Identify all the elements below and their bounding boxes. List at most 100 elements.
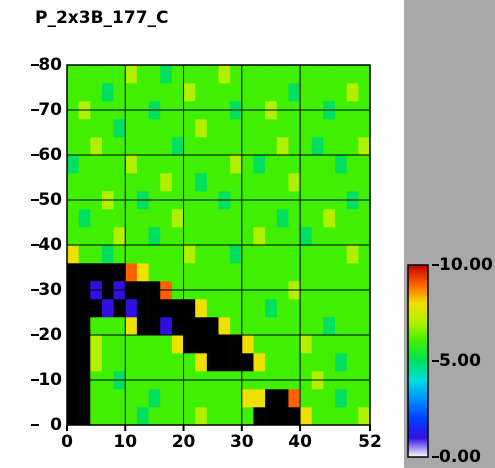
heat-cell — [160, 353, 173, 372]
heat-cell — [300, 119, 313, 138]
heat-cell — [253, 389, 266, 408]
heat-cell — [171, 137, 184, 156]
heat-cell — [323, 83, 336, 102]
heat-cell — [241, 299, 254, 318]
heat-cell — [276, 245, 289, 264]
heat-cell — [265, 353, 278, 372]
heat-cell — [136, 227, 149, 246]
heat-cell — [230, 389, 243, 408]
heat-cell — [335, 137, 347, 156]
heat-cell — [67, 65, 79, 84]
heat-cell — [101, 83, 114, 102]
heat-cell — [148, 335, 161, 354]
heat-cell — [276, 353, 289, 372]
heat-cell — [195, 407, 208, 426]
heat-cell — [90, 263, 103, 282]
heat-cell — [101, 299, 114, 318]
heat-cell — [171, 119, 184, 138]
heat-cell — [148, 83, 161, 102]
heat-cell — [230, 317, 243, 336]
heat-cell — [311, 245, 324, 264]
heat-cell — [230, 65, 243, 84]
heat-cell — [346, 353, 359, 372]
heat-cell — [253, 119, 266, 138]
heat-cell — [160, 155, 173, 174]
heat-cell — [67, 407, 79, 426]
heat-cell — [311, 155, 324, 174]
heat-cell — [311, 299, 324, 318]
heat-cell — [288, 389, 301, 408]
heat-cell — [323, 245, 336, 264]
heat-cell — [300, 65, 313, 84]
heat-cell — [241, 137, 254, 156]
heat-cell — [323, 407, 336, 426]
colorbar-tick-label: 5.00 — [439, 351, 481, 371]
heat-cell — [241, 389, 254, 408]
y-tick-label: 40 — [38, 235, 62, 255]
heat-cell — [323, 137, 336, 156]
heat-cell — [323, 263, 336, 282]
x-tick-label: 40 — [288, 432, 312, 452]
heat-cell — [253, 227, 266, 246]
heat-cell — [67, 317, 79, 336]
heat-cell — [300, 407, 313, 426]
heat-cell — [300, 263, 313, 282]
heat-cell — [218, 227, 231, 246]
heat-cell — [265, 389, 278, 408]
heat-cell — [101, 227, 114, 246]
heat-cell — [288, 119, 301, 138]
heat-cell — [218, 209, 231, 228]
heat-cell — [160, 83, 173, 102]
heat-cell — [311, 83, 324, 102]
heat-cell — [206, 245, 219, 264]
heat-cell — [78, 65, 91, 84]
heat-cell — [288, 353, 301, 372]
heat-cell — [78, 209, 91, 228]
heat-cell — [241, 317, 254, 336]
heat-cell — [125, 155, 138, 174]
heat-cell — [195, 137, 208, 156]
heat-cell — [195, 335, 208, 354]
heat-cell — [125, 119, 138, 138]
heat-cell — [101, 245, 114, 264]
heat-cell — [101, 353, 114, 372]
heat-cell — [253, 65, 266, 84]
heat-cell — [195, 227, 208, 246]
heat-cell — [230, 119, 243, 138]
heat-cell — [101, 173, 114, 192]
heat-cell — [78, 335, 91, 354]
y-tick-label: 70 — [38, 100, 62, 120]
heat-cell — [346, 317, 359, 336]
heat-cell — [323, 155, 336, 174]
heat-cell — [358, 407, 371, 426]
heat-cell — [358, 137, 371, 156]
heat-cell — [148, 407, 161, 426]
heat-cell — [230, 299, 243, 318]
colorbar-tick-label: 0.00 — [439, 447, 481, 467]
heat-cell — [125, 407, 138, 426]
heat-cell — [335, 407, 347, 426]
heat-cell — [311, 389, 324, 408]
heat-cell — [101, 335, 114, 354]
heat-cell — [90, 389, 103, 408]
heat-cell — [195, 209, 208, 228]
heat-cell — [101, 263, 114, 282]
heat-cell — [78, 353, 91, 372]
heat-cell — [311, 317, 324, 336]
heat-cell — [335, 263, 347, 282]
heat-cell — [218, 263, 231, 282]
heat-cell — [113, 137, 126, 156]
heat-cell — [136, 299, 149, 318]
heat-cell — [230, 263, 243, 282]
heat-cell — [288, 173, 301, 192]
heat-cell — [148, 389, 161, 408]
heat-cell — [171, 227, 184, 246]
heat-cell — [358, 155, 371, 174]
x-tick-label: 52 — [358, 432, 382, 452]
heat-cell — [67, 83, 79, 102]
heat-cell — [160, 407, 173, 426]
colorbar-tick-label: 10.00 — [439, 255, 493, 275]
heat-cell — [218, 335, 231, 354]
heat-cell — [160, 389, 173, 408]
heat-cell — [206, 407, 219, 426]
